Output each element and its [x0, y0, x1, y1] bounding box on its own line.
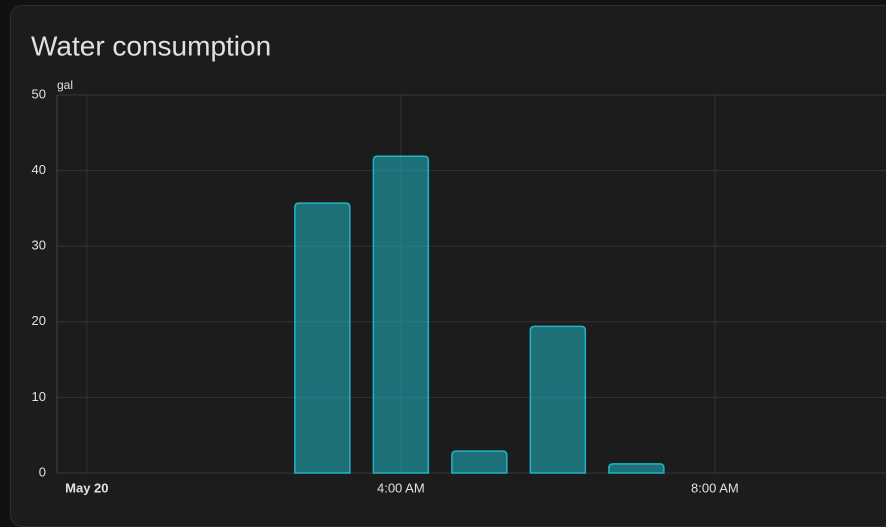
bar — [451, 450, 508, 474]
bar — [608, 463, 665, 474]
chart-title: Water consumption — [31, 30, 271, 61]
page: Water consumption gal 0 10 20 30 40 50 May 20 4… — [10, 5, 886, 527]
chart: Water consumption gal 0 10 20 30 40 50 May 20 4… — [31, 30, 886, 495]
x-tick-label: 8:00 AM — [691, 480, 739, 495]
y-tick-label: 0 — [39, 464, 46, 479]
bar — [294, 202, 351, 474]
card — [10, 5, 886, 527]
x-tick-label: May 20 — [65, 480, 108, 495]
unit-label: gal — [57, 78, 73, 92]
y-tick-label: 10 — [32, 389, 46, 404]
y-tick-label: 40 — [32, 162, 46, 177]
bar — [372, 155, 430, 474]
x-tick-label: 4:00 AM — [377, 480, 425, 495]
bar — [529, 325, 587, 474]
y-tick-label: 20 — [32, 313, 46, 328]
y-tick-label: 30 — [32, 238, 46, 253]
y-tick-label: 50 — [32, 86, 46, 101]
